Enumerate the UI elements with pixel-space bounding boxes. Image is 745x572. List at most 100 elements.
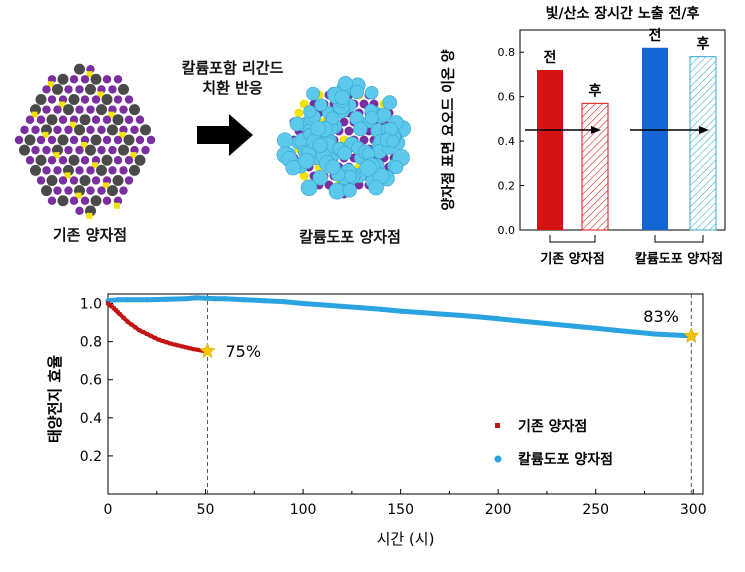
series-original-point (129, 322, 134, 327)
series-original-point (180, 344, 185, 349)
atom-iodide (47, 135, 57, 145)
x-tick-label: 250 (582, 502, 609, 518)
series-potassium-point (378, 306, 384, 312)
atom-cesium (108, 111, 115, 118)
atom-potassium (337, 146, 352, 161)
atom-lead (79, 114, 91, 126)
atom-lead (85, 144, 96, 156)
series-potassium-point (632, 329, 638, 335)
series-potassium-point (280, 299, 287, 305)
atom-lead (35, 94, 47, 106)
legend-original-label: 기존 양자점 (518, 418, 587, 435)
x-tick-label: 150 (387, 502, 414, 518)
atom-iodide (91, 115, 101, 124)
x-tick-label: 100 (290, 502, 317, 518)
atom-potassium (350, 84, 365, 99)
atom-iodide (108, 145, 117, 155)
atom-lead (57, 134, 69, 146)
atom-lead (68, 154, 80, 166)
bar-2 (642, 47, 668, 231)
x-tick-label: 50 (197, 502, 215, 518)
atom-lead (123, 134, 135, 146)
caption-potassium-qd: 칼륨도포 양자점 (299, 228, 401, 246)
atom-lead (41, 185, 52, 197)
series-original-point (137, 328, 142, 333)
bar-group-bracket (654, 235, 704, 243)
bar-label: 전 (649, 27, 662, 44)
atom-potassium (325, 159, 341, 175)
atom-cesium (42, 131, 49, 138)
atom-iodide (124, 115, 134, 124)
bar-1 (581, 102, 609, 231)
atom-iodide (58, 156, 68, 165)
series-potassium-point (554, 321, 560, 328)
atom-iodide (20, 125, 29, 135)
atom-lead (129, 164, 140, 176)
atom-potassium (277, 132, 293, 149)
atom-iodide (97, 145, 106, 155)
atom-lead (129, 104, 140, 116)
series-potassium-point (612, 327, 618, 333)
atom-iodide (75, 145, 84, 155)
atom-iodide (64, 125, 73, 135)
efficiency-frame (107, 293, 704, 495)
series-original-point (148, 333, 153, 338)
atom-lead (90, 195, 102, 207)
series-potassium-point (515, 318, 521, 324)
atom-core (344, 126, 354, 136)
atom-iodide (53, 186, 62, 195)
atom-lead (19, 144, 30, 156)
atom-iodide (124, 176, 134, 185)
atom-potassium (364, 110, 379, 125)
atom-cesium (59, 101, 65, 108)
bar-0 (537, 70, 563, 230)
series-potassium-point (212, 296, 218, 302)
series-potassium-point (437, 311, 443, 317)
legend-original-marker (495, 423, 500, 428)
star-marker-icon (199, 342, 216, 359)
series-potassium-point (456, 312, 462, 318)
atom-potassium (314, 98, 328, 112)
atom-iodide (53, 166, 62, 175)
atom-potassium (359, 159, 377, 177)
atom-iodide (113, 75, 123, 84)
atom-iodide (47, 156, 57, 165)
atom-iodide (75, 105, 84, 114)
annotation-75: 75% (225, 342, 261, 361)
atom-iodide (75, 206, 84, 216)
atom-lead (57, 73, 69, 85)
atom-cesium (86, 212, 93, 219)
atom-iodide (36, 115, 46, 124)
atom-lead (74, 124, 85, 136)
atom-iodide (47, 196, 57, 205)
process-label-line1: 칼륨포함 리간드 (181, 59, 284, 77)
atom-iodide (91, 95, 101, 104)
series-potassium-point (300, 300, 306, 307)
series-potassium-point (671, 332, 677, 338)
atom-potassium (342, 183, 357, 198)
atom-iodide (69, 75, 79, 84)
atom-cesium (70, 121, 76, 128)
atom-cesium (92, 162, 98, 169)
series-potassium-point (339, 303, 345, 309)
atom-lead (118, 144, 129, 156)
atom-potassium (325, 111, 340, 126)
atom-core (294, 108, 304, 118)
bar-ytick-label: 0.2 (498, 180, 516, 193)
x-tick-label: 200 (485, 502, 512, 518)
atom-iodide (14, 135, 24, 145)
atom-lead (52, 83, 63, 95)
atom-iodide (91, 176, 101, 185)
series-potassium-point (193, 295, 199, 301)
atom-iodide (42, 166, 51, 175)
series-potassium-point (398, 308, 404, 314)
atom-lead (85, 83, 96, 95)
atom-iodide (113, 95, 123, 104)
bar-chart-ylabel: 양자점 표면 요오드 이온 양 (440, 49, 457, 210)
atom-iodide (124, 156, 134, 165)
atom-iodide (80, 95, 90, 104)
bar-arrow-head-icon (591, 126, 601, 134)
atom-cesium (53, 152, 60, 159)
bar-label: 후 (697, 37, 710, 53)
